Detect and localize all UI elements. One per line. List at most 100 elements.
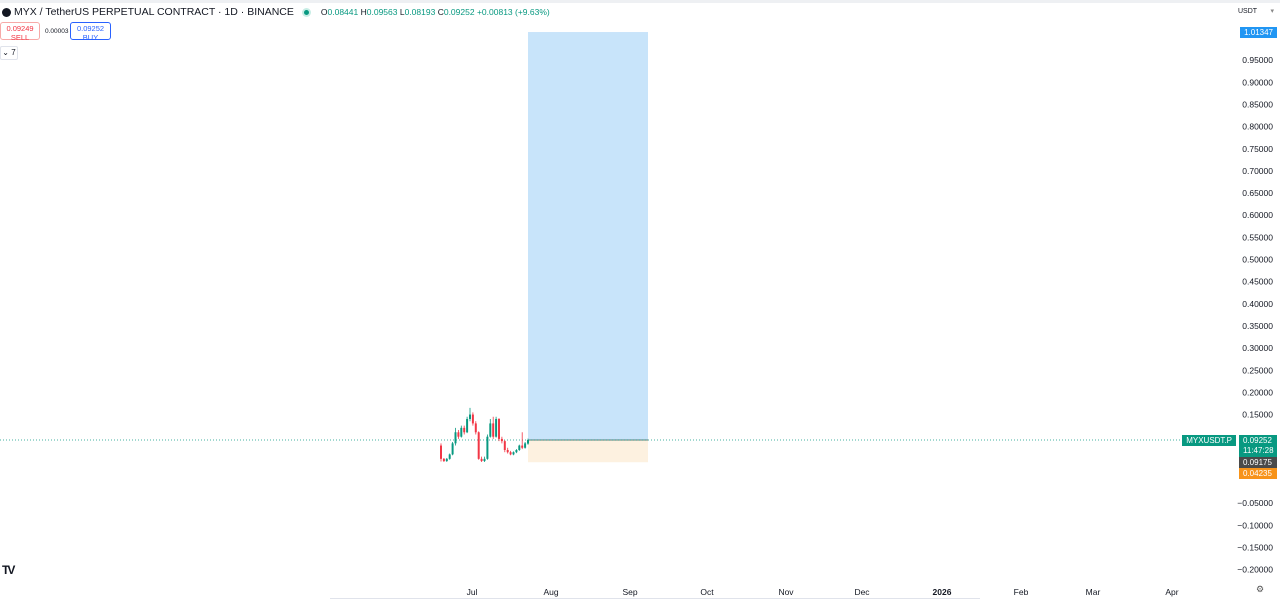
- candle-body: [463, 427, 466, 433]
- spread-value: 0.00003: [45, 28, 69, 35]
- price-tick-label: 0.15000: [1242, 410, 1273, 420]
- ohlc-values: O0.08441 H0.09563 L0.08193 C0.09252 +0.0…: [321, 7, 550, 17]
- sell-price: 0.09249: [6, 24, 34, 33]
- time-tick-label: Sep: [622, 587, 637, 597]
- price-tick-label: 0.70000: [1242, 166, 1273, 176]
- low-label: L: [399, 7, 405, 17]
- symbol-legend: MYX / TetherUS PERPETUAL CONTRACT · 1D ·…: [2, 6, 550, 18]
- time-tick-label: Dec: [854, 587, 870, 597]
- candle-body: [480, 458, 483, 462]
- candle-body: [489, 423, 492, 437]
- time-tick-label: Oct: [700, 587, 714, 597]
- candle-body: [469, 414, 471, 419]
- entry-price-tag: 0.09175: [1239, 457, 1277, 468]
- last-price-tag: 0.09252 11:47:28: [1239, 435, 1277, 457]
- time-tick-label: Jul: [467, 587, 478, 597]
- candle-body: [466, 418, 469, 433]
- open-value: 0.08441: [327, 7, 359, 17]
- price-tick-label: −0.05000: [1237, 498, 1273, 508]
- top-border: [0, 0, 1280, 3]
- candle-body: [527, 440, 529, 444]
- time-tick-label: Apr: [1165, 587, 1178, 597]
- high-value: 0.09563: [366, 7, 398, 17]
- candle-body: [512, 452, 515, 455]
- price-tick-label: 0.20000: [1242, 387, 1273, 397]
- candle-body: [445, 458, 448, 462]
- sell-label: SELL: [10, 33, 30, 42]
- price-tick-label: 0.25000: [1242, 365, 1273, 375]
- candle-body: [509, 452, 512, 455]
- settings-gear-icon[interactable]: ⚙: [1256, 584, 1265, 594]
- indicators-count: 7: [11, 48, 16, 57]
- target-zone: [528, 32, 648, 441]
- indicators-collapse-button[interactable]: ⌄ 7: [0, 46, 18, 60]
- sell-button[interactable]: 0.09249 SELL: [0, 22, 40, 42]
- price-tick-label: 0.50000: [1242, 255, 1273, 265]
- candle-body: [506, 449, 509, 453]
- time-tick-label: Feb: [1014, 587, 1029, 597]
- candle-body: [471, 414, 474, 424]
- price-tick-label: 0.65000: [1242, 188, 1273, 198]
- time-tick-label: Aug: [543, 587, 558, 597]
- price-tick-label: −0.15000: [1237, 542, 1273, 552]
- tradingview-logo[interactable]: TV: [2, 563, 15, 577]
- candle-body: [492, 423, 495, 437]
- symbol-tag: MYXUSDT.P: [1182, 435, 1236, 446]
- price-tick-label: 0.60000: [1242, 210, 1273, 220]
- time-tick-label: 2026: [933, 587, 952, 597]
- price-tick-label: 0.35000: [1242, 321, 1273, 331]
- buy-button[interactable]: 0.09252 BUY: [70, 22, 111, 42]
- candle-body: [454, 432, 457, 444]
- candle-body: [515, 449, 518, 453]
- price-tick-label: −0.20000: [1237, 565, 1273, 575]
- target-price-tag: 1.01347: [1240, 27, 1277, 38]
- candle-body: [503, 441, 506, 450]
- candle-body: [500, 438, 503, 442]
- low-value: 0.08193: [404, 7, 436, 17]
- time-tick-label: Mar: [1086, 587, 1101, 597]
- candle-body: [486, 436, 489, 459]
- bar-countdown: 11:47:28: [1243, 446, 1274, 455]
- currency-label: USDT: [1238, 8, 1258, 15]
- candle-body: [521, 445, 524, 448]
- change-value: +0.00813 (+9.63%): [476, 7, 550, 17]
- price-tick-label: 0.45000: [1242, 277, 1273, 287]
- symbol-logo-icon: [2, 7, 11, 17]
- candle-body: [524, 443, 527, 448]
- price-tick-label: 0.80000: [1242, 122, 1273, 132]
- currency-select[interactable]: USDT ▾: [1238, 6, 1274, 18]
- candle-body: [483, 458, 486, 462]
- stop-price-tag: 0.04235: [1239, 468, 1277, 479]
- candle-body: [498, 418, 500, 439]
- market-open-status-icon: [303, 9, 309, 15]
- candle-body: [477, 432, 480, 459]
- price-tick-label: 0.85000: [1242, 99, 1273, 109]
- close-value: 0.09252: [443, 7, 475, 17]
- chevron-down-icon: ▾: [1270, 8, 1274, 15]
- bottom-toolbar[interactable]: [330, 598, 980, 603]
- price-tick-label: 0.95000: [1242, 55, 1273, 65]
- time-tick-label: Nov: [778, 587, 794, 597]
- price-tick-label: 0.40000: [1242, 299, 1273, 309]
- candle-body: [440, 445, 442, 459]
- buy-label: BUY: [82, 33, 99, 42]
- candle-body: [451, 443, 454, 455]
- candle-body: [518, 445, 521, 450]
- last-price: 0.09252: [1243, 436, 1272, 445]
- symbol-title[interactable]: MYX / TetherUS PERPETUAL CONTRACT · 1D ·…: [14, 6, 294, 18]
- buy-price: 0.09252: [76, 24, 105, 33]
- stop-zone: [528, 440, 648, 463]
- candle-body: [457, 432, 460, 437]
- candle-body: [442, 458, 445, 462]
- high-label: H: [360, 7, 367, 17]
- open-label: O: [320, 7, 328, 17]
- price-tick-label: 0.90000: [1242, 77, 1273, 87]
- candle-body: [474, 423, 477, 433]
- price-tick-label: 0.75000: [1242, 144, 1273, 154]
- price-tick-label: 0.30000: [1242, 343, 1273, 353]
- candle-body: [460, 427, 463, 437]
- candle-body: [495, 418, 498, 437]
- price-tick-label: −0.10000: [1237, 520, 1273, 530]
- close-label: C: [437, 7, 444, 17]
